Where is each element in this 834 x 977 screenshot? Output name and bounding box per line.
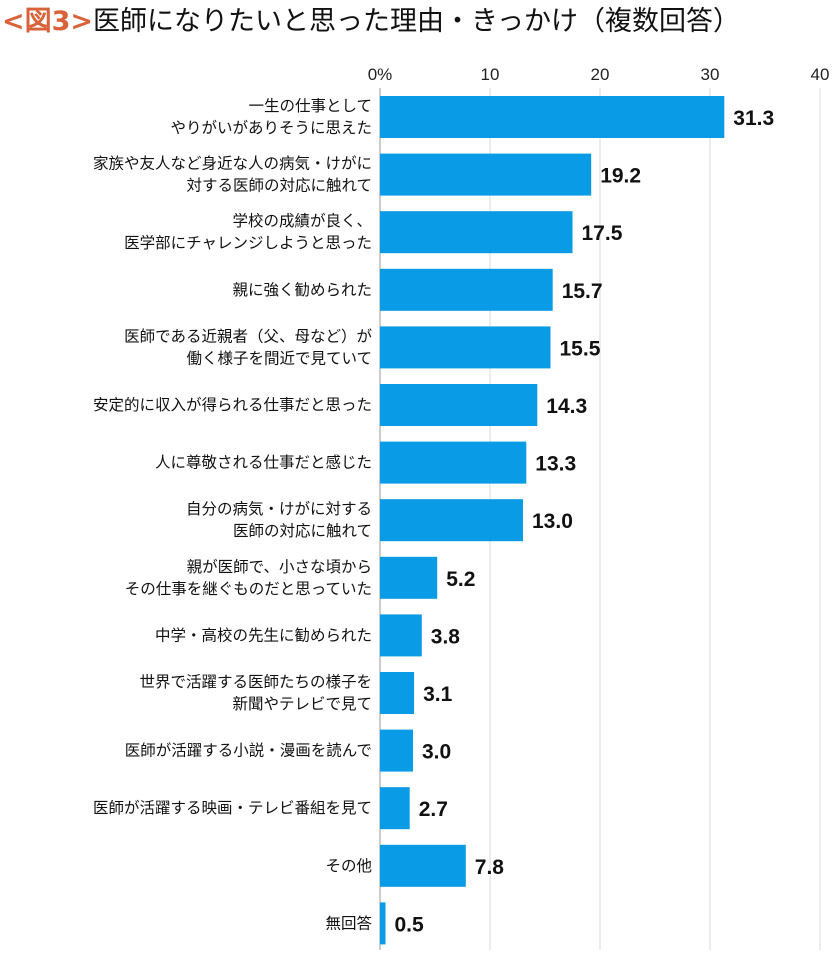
category-label: 世界で活躍する医師たちの様子を: [139, 673, 372, 691]
data-label: 5.2: [446, 568, 475, 591]
bar: [380, 326, 551, 369]
x-tick-label: 20: [591, 65, 610, 84]
data-label: 13.3: [535, 453, 576, 476]
data-label: 3.0: [422, 741, 451, 764]
x-tick-label: 40: [811, 65, 830, 84]
chart-title-text: 医師になりたいと思った理由・きっかけ（複数回答）: [93, 6, 740, 37]
bar: [380, 556, 438, 599]
figure-number-tag: <図3>: [2, 6, 94, 37]
bar: [380, 211, 573, 254]
chart-title: <図3>医師になりたいと思った理由・きっかけ（複数回答）: [2, 2, 740, 42]
bar: [380, 153, 592, 196]
bar: [380, 384, 538, 426]
data-label: 15.7: [562, 280, 603, 303]
category-label: 医師が活躍する映画・テレビ番組を見て: [93, 799, 372, 817]
bar: [380, 614, 422, 657]
data-label: 14.3: [546, 395, 587, 418]
data-label: 7.8: [475, 856, 505, 879]
category-label: 家族や友人など身近な人の病気・けがに: [93, 155, 372, 173]
category-label: 一生の仕事として: [248, 97, 372, 115]
category-label: やりがいがありそうに思えた: [170, 119, 372, 137]
bar: [380, 902, 386, 945]
data-label: 0.5: [395, 913, 425, 936]
category-label: 医師が活躍する小説・漫画を読んで: [125, 742, 372, 760]
bar: [380, 441, 527, 484]
category-label: 親に強く勧められた: [232, 281, 372, 299]
data-label: 31.3: [733, 107, 774, 130]
category-label: その仕事を継ぐものだと思っていた: [125, 580, 372, 598]
x-tick-label: 10: [481, 65, 500, 84]
data-label: 19.2: [600, 165, 641, 188]
category-label: 医学部にチャレンジしようと思った: [124, 234, 372, 252]
category-label: 安定的に収入が得られる仕事だと思った: [93, 396, 372, 414]
x-tick-label: 30: [701, 65, 720, 84]
category-label: 中学・高校の先生に勧められた: [155, 626, 372, 644]
bar: [380, 787, 410, 830]
bar: [380, 268, 553, 311]
category-label: 自分の病気・けがに対する: [186, 500, 372, 518]
category-label: 新聞やテレビで見て: [232, 695, 372, 713]
category-label: 医師である近親者（父、母など）が: [124, 327, 372, 345]
bar: [380, 96, 725, 138]
category-label: 親が医師で、小さな頃から: [187, 558, 372, 576]
category-label: 対する医師の対応に触れて: [186, 177, 372, 195]
category-label: 人に尊敬される仕事だと感じた: [155, 454, 372, 472]
data-label: 15.5: [560, 337, 601, 360]
data-label: 3.8: [431, 625, 461, 648]
bar: [380, 729, 413, 772]
bar: [380, 844, 466, 887]
data-label: 3.1: [423, 683, 453, 706]
data-label: 13.0: [532, 510, 573, 533]
category-label: 医師の対応に触れて: [233, 522, 372, 540]
category-label: その他: [325, 857, 372, 875]
category-label: 働く様子を間近で見ていて: [186, 349, 372, 367]
bar: [380, 672, 415, 714]
data-label: 2.7: [419, 798, 448, 821]
category-label: 無回答: [325, 914, 372, 932]
x-tick-label: 0%: [368, 65, 393, 84]
data-label: 17.5: [582, 222, 623, 245]
category-label: 学校の成績が良く、: [232, 212, 372, 230]
bar: [380, 499, 523, 542]
